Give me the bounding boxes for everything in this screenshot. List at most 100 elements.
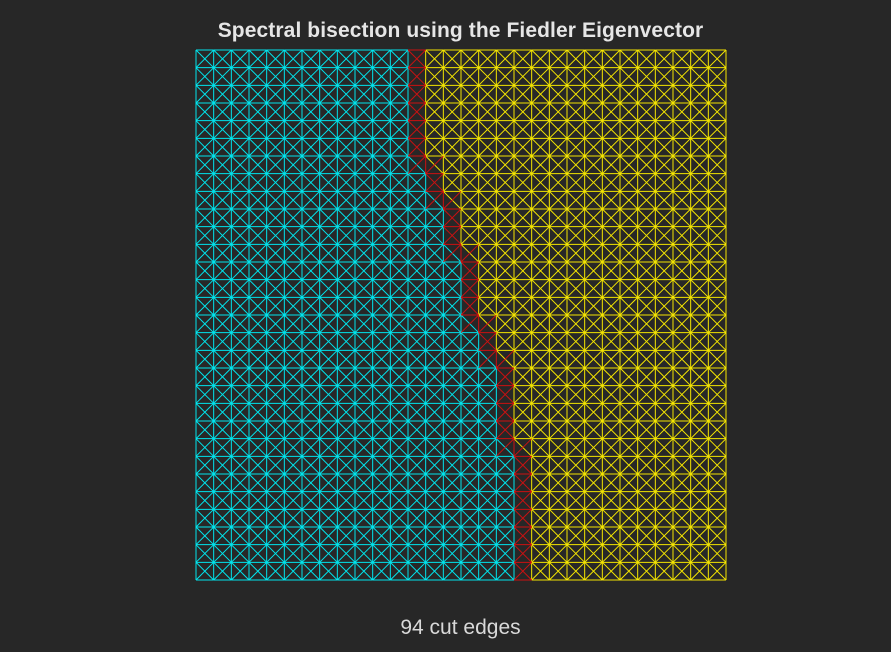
mesh-edge: [495, 190, 515, 210]
mesh-edge: [495, 279, 515, 298]
mesh-edge: [442, 102, 462, 122]
mesh-edge: [690, 526, 709, 546]
mesh-edge: [230, 455, 250, 475]
mesh-edge: [619, 120, 639, 139]
mesh-edge: [372, 508, 391, 528]
mesh-edge: [230, 296, 250, 316]
mesh-edge: [425, 367, 444, 387]
mesh-edge: [654, 102, 674, 122]
mesh-edge: [442, 455, 462, 475]
mesh-edge: [637, 296, 656, 316]
mesh-edge: [407, 296, 427, 316]
mesh-edge: [513, 279, 533, 298]
mesh-edge: [407, 67, 427, 86]
mesh-edge: [266, 385, 285, 404]
mesh-edge: [283, 67, 303, 86]
mesh-edge: [372, 455, 391, 475]
mesh-edge: [283, 438, 303, 457]
mesh-edge: [513, 226, 533, 245]
mesh-edge: [354, 67, 374, 86]
mesh-edge: [425, 67, 444, 86]
mesh-edge: [566, 349, 586, 369]
mesh-edge: [478, 137, 497, 157]
mesh-edge: [619, 544, 639, 563]
mesh-edge: [442, 438, 462, 457]
mesh-edge: [601, 402, 621, 422]
mesh-edge: [584, 102, 603, 122]
mesh-edge: [283, 208, 303, 228]
mesh-edge: [460, 137, 480, 157]
mesh-edge: [495, 455, 515, 475]
mesh-edge: [584, 455, 603, 475]
mesh-edge: [266, 279, 285, 298]
mesh-edge: [478, 420, 497, 440]
mesh-edge: [619, 420, 639, 440]
mesh-edge: [230, 279, 250, 298]
mesh-edge: [566, 243, 586, 263]
mesh-edge: [266, 349, 285, 369]
mesh-edge: [213, 420, 232, 440]
mesh-edge: [301, 279, 321, 298]
mesh-edge: [690, 438, 709, 457]
mesh-edge: [389, 226, 409, 245]
mesh-edge: [301, 438, 321, 457]
mesh-edge: [230, 402, 250, 422]
mesh-edge: [619, 208, 639, 228]
mesh-edge: [601, 208, 621, 228]
mesh-edge: [654, 261, 674, 281]
mesh-edge: [442, 49, 462, 69]
mesh-edge: [319, 226, 338, 245]
mesh-edge: [407, 155, 427, 175]
mesh-edge: [619, 508, 639, 528]
mesh-edge: [478, 473, 497, 493]
mesh-edge: [283, 561, 303, 581]
mesh-edge: [584, 420, 603, 440]
mesh-edge: [672, 84, 692, 104]
mesh-edge: [637, 261, 656, 281]
mesh-edge: [584, 226, 603, 245]
mesh-edge: [213, 155, 232, 175]
mesh-edge: [495, 49, 515, 69]
mesh-edge: [319, 67, 338, 86]
mesh-edge: [707, 455, 727, 475]
mesh-edge: [654, 349, 674, 369]
mesh-edge: [495, 508, 515, 528]
mesh-edge: [407, 279, 427, 298]
mesh-edge: [230, 173, 250, 192]
mesh-edge: [354, 279, 374, 298]
mesh-edge: [319, 367, 338, 387]
mesh-edge: [548, 402, 568, 422]
mesh-edge: [548, 137, 568, 157]
mesh-edge: [319, 261, 338, 281]
mesh-edge: [336, 226, 356, 245]
mesh-edge: [425, 473, 444, 493]
mesh-edge: [283, 402, 303, 422]
mesh-edge: [354, 120, 374, 139]
mesh-edge: [584, 367, 603, 387]
mesh-edge: [442, 261, 462, 281]
mesh-edge: [654, 420, 674, 440]
mesh-edge: [283, 137, 303, 157]
mesh-edge: [619, 102, 639, 122]
mesh-edge: [336, 332, 356, 351]
mesh-edge: [672, 455, 692, 475]
mesh-edge: [460, 402, 480, 422]
mesh-edge: [195, 385, 215, 404]
mesh-edge: [354, 385, 374, 404]
mesh-edge: [460, 120, 480, 139]
mesh-edge: [319, 508, 338, 528]
mesh-edge: [637, 420, 656, 440]
mesh-edge: [672, 296, 692, 316]
mesh-edge: [354, 561, 374, 581]
mesh-edge: [460, 226, 480, 245]
mesh-edge: [495, 261, 515, 281]
mesh-edge: [195, 190, 215, 210]
mesh-edge: [425, 491, 444, 510]
mesh-edge: [531, 261, 550, 281]
mesh-edge: [230, 190, 250, 210]
mesh-edge: [195, 455, 215, 475]
mesh-edge: [495, 491, 515, 510]
mesh-edge: [283, 473, 303, 493]
mesh-edge: [442, 544, 462, 563]
mesh-edge: [425, 226, 444, 245]
